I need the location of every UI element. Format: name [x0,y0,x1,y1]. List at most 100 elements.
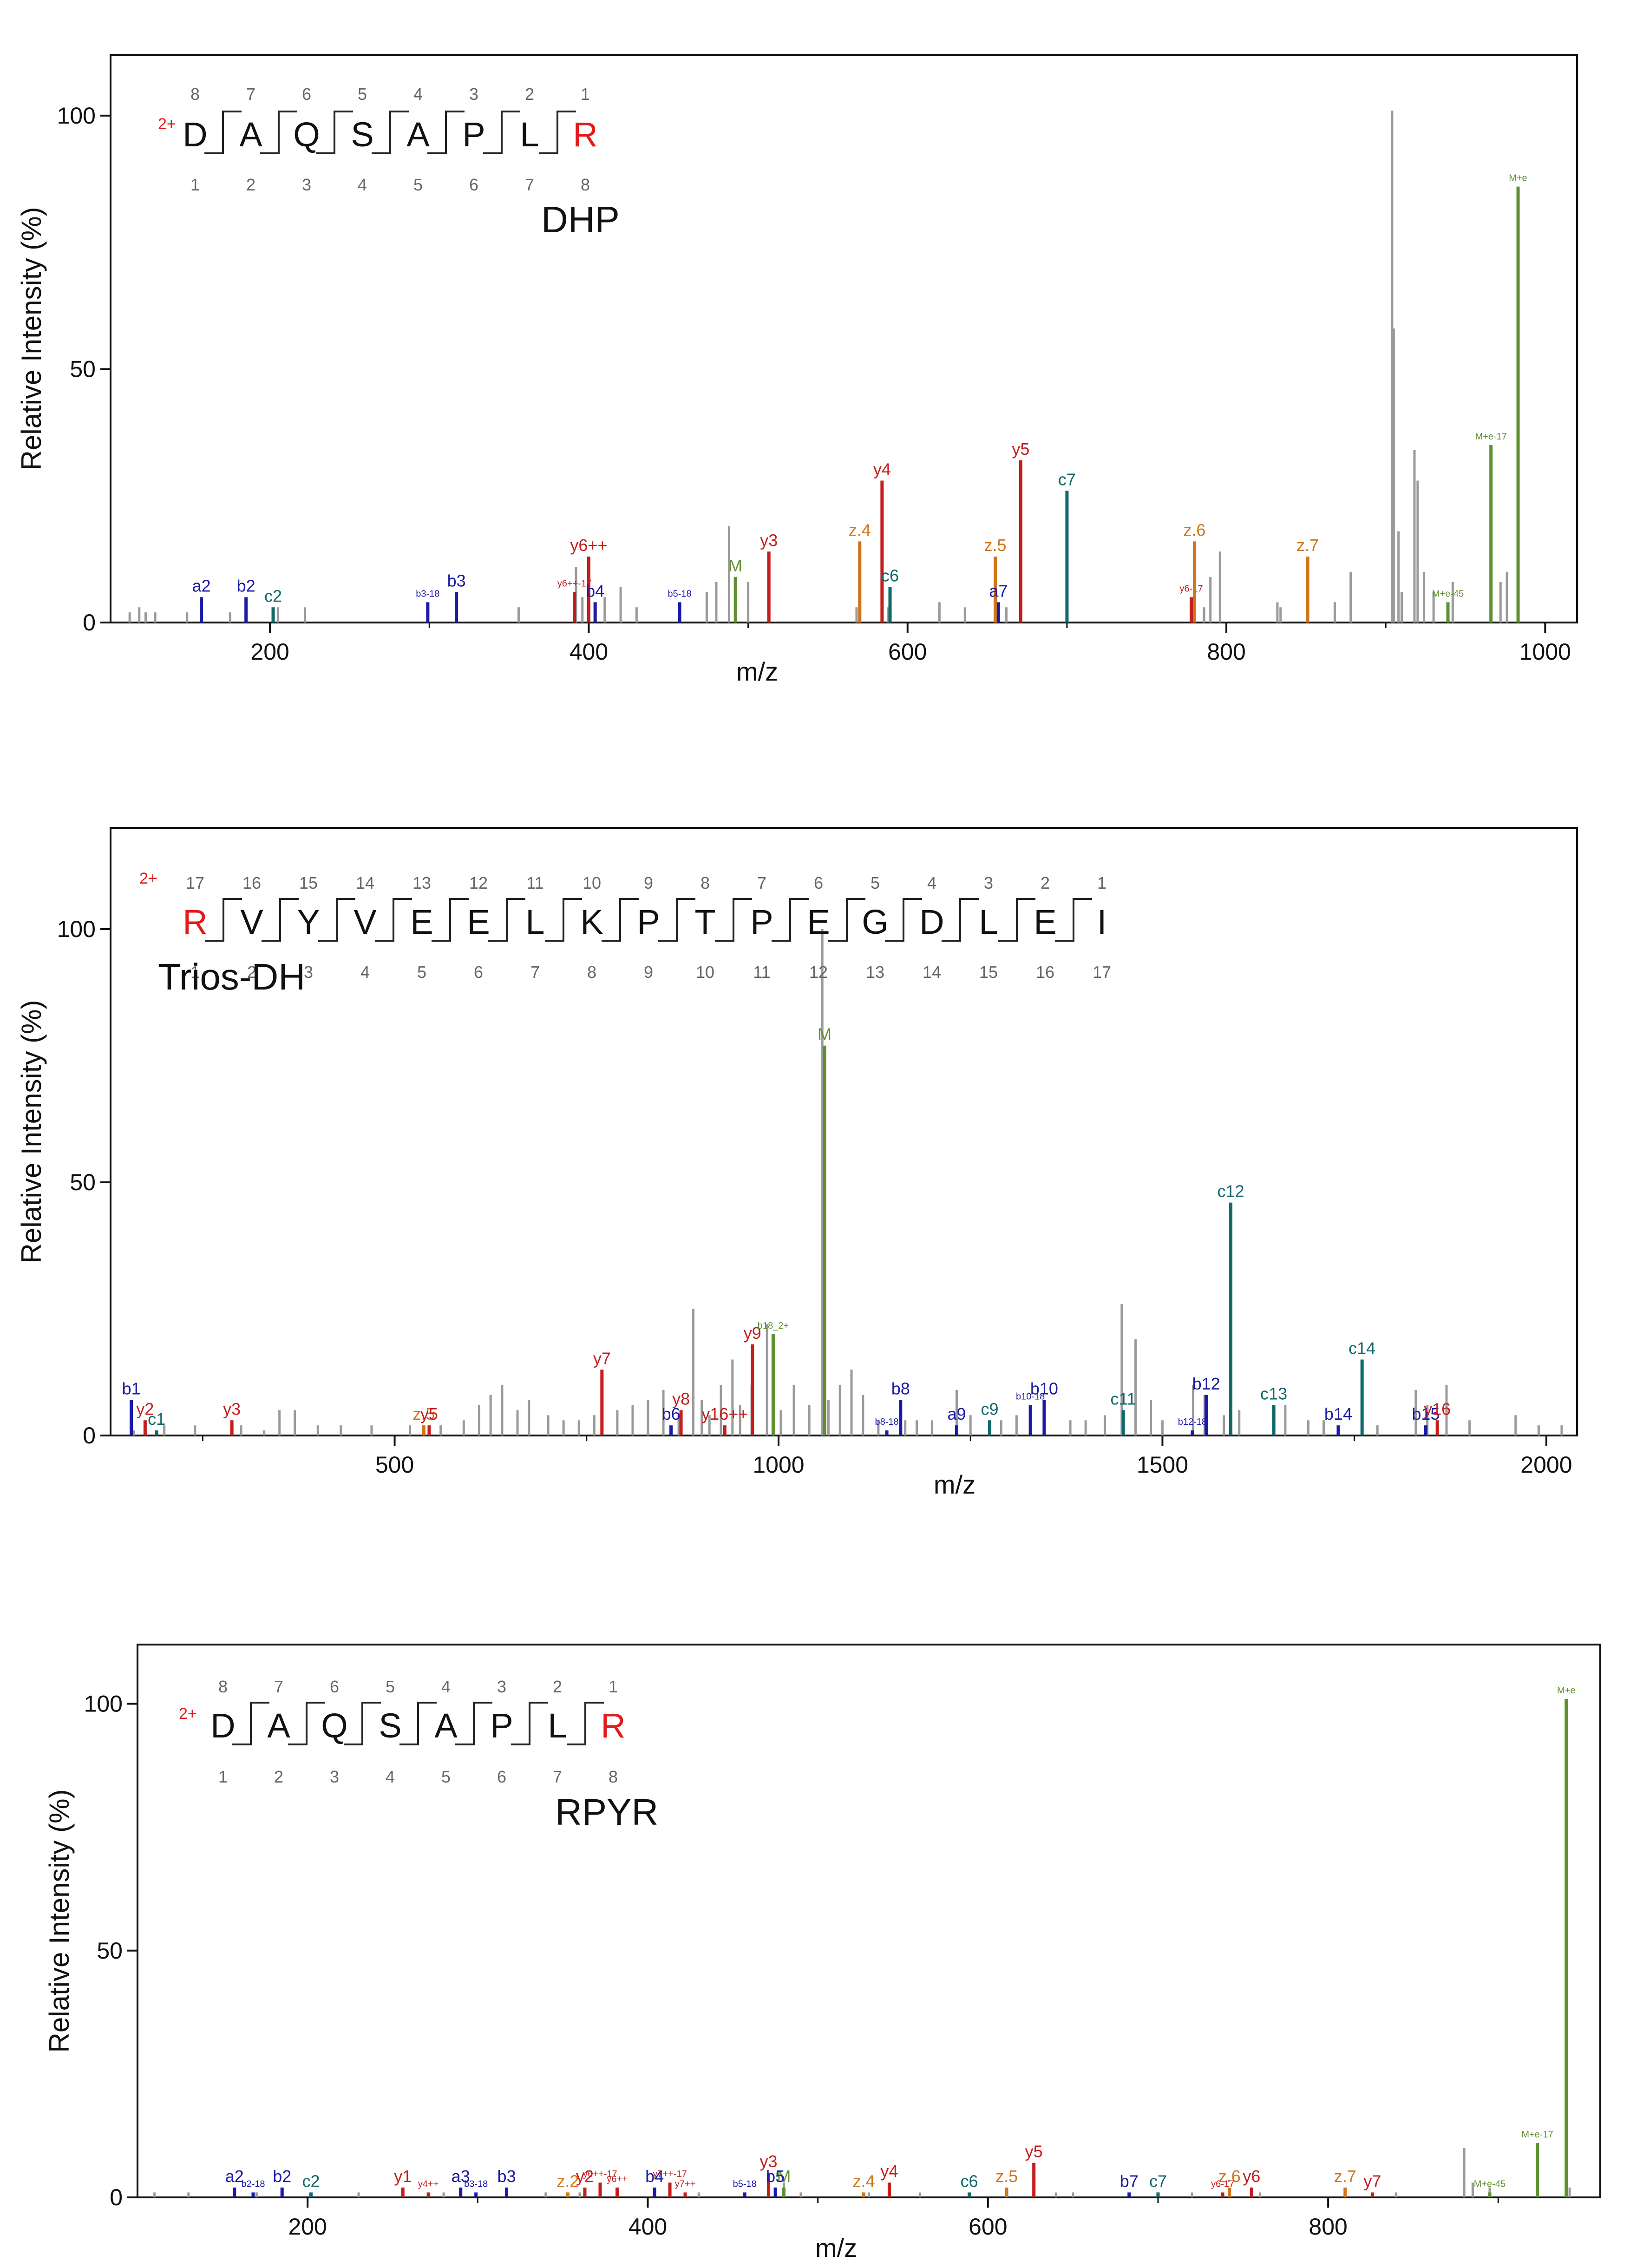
y-ion-number: 11 [526,873,543,892]
peak-label: M+e-17 [1475,432,1507,442]
peak-label: b14 [1324,1404,1352,1423]
residue: D [183,115,207,154]
fragment-bracket [567,1702,604,1745]
y-tick-label: 0 [110,2184,123,2210]
peak-label: b6 [662,1404,681,1423]
y-ion-number: 8 [218,1677,228,1696]
peak-label: c7 [1149,2171,1167,2190]
x-tick-label: 500 [375,1452,414,1478]
residue: L [520,115,539,154]
fragment-bracket [545,898,582,942]
x-tick-label: 1000 [753,1452,804,1478]
fragment-bracket [316,111,353,154]
residue: D [919,903,944,941]
peak-label: M+e [1509,173,1527,184]
residue: T [694,903,715,941]
residue: P [750,903,773,941]
b-ion-number: 5 [413,175,423,194]
residue: L [979,903,998,941]
peak-label: y6 [1243,2167,1260,2186]
b-ion-number: 8 [609,1767,618,1786]
peak-label: c6 [881,566,899,585]
peak-label: b18_2+ [758,1321,789,1331]
chart-title: DHP [541,199,620,240]
y-ion-number: 1 [1097,873,1106,892]
peak-label: a9 [947,1404,966,1423]
x-tick-label: 1000 [1519,639,1571,665]
peak-label: y8 [672,1390,690,1409]
y-ion-number: 9 [644,873,653,892]
residue: R [183,903,207,941]
b-ion-number: 6 [469,175,478,194]
peak-label: c1 [148,1409,165,1429]
peak-label: b8 [891,1379,910,1398]
peak-label: a3 [452,2167,470,2186]
panel-h: 500 1000 1500 2000 0 50 100 m/z Relative Intensi… [16,827,1578,1499]
residue: Q [293,115,320,154]
y-ion-number: 5 [871,873,880,892]
peak-label: z.5 [412,1404,435,1423]
peak-label: y4++ [418,2179,439,2189]
peak-label: y5 [1012,439,1029,459]
peak-label: b3 [447,571,466,590]
plot-frame [137,1644,1601,2198]
peak-label: M+e-17 [1521,2130,1553,2140]
peak-label: b12-18 [1178,1417,1207,1427]
peak-label: z.7 [1334,2167,1356,2186]
y-ion-number: 2 [1041,873,1050,892]
peak-label: c2 [264,586,282,605]
b-ion-number: 13 [866,963,884,982]
peak-label: y6++-17 [583,2169,617,2179]
y-ion-number: 6 [814,873,823,892]
fragment-bracket [399,1702,437,1745]
residue: E [410,903,433,941]
fragment-bracket [204,111,242,154]
peak-label: a2 [192,576,211,595]
peak-label: M [818,1025,831,1044]
peak-label: b5 [766,2167,785,2186]
b-ion-number: 16 [1036,963,1054,982]
fragment-bracket [998,898,1035,942]
b-ion-number: 2 [247,963,256,982]
fragment-bracket [205,898,242,942]
peak-label: y2 [136,1399,154,1418]
fragment-bracket [539,111,576,154]
fragment-bracket [715,898,752,942]
peak-label: y9 [744,1324,761,1343]
peak-label: b5-18 [668,589,691,599]
peak-label: a2 [225,2167,244,2186]
peak-label: y6++ [607,2174,627,2184]
x-tick-label: 2000 [1520,1452,1572,1478]
residue: A [434,1706,458,1745]
peak-label: y6-17 [1211,2179,1234,2189]
fragment-bracket [483,111,520,154]
peak-label: b2 [237,576,255,595]
y-ion-number: 5 [386,1677,395,1696]
peak-label: b10-18 [1016,1392,1045,1402]
peak-label: b4 [586,581,604,600]
b-ion-number: 2 [246,175,255,194]
residue: S [379,1706,401,1745]
peak-label: z.4 [852,2171,875,2190]
b-ion-number: 17 [1093,963,1111,982]
peak-label: b12 [1192,1374,1220,1393]
y-ion-number: 14 [356,873,374,892]
y-tick-label: 100 [84,1691,123,1717]
peak-label: a7 [989,581,1008,600]
fragment-bracket [288,1702,325,1745]
peak-label: y4 [880,2162,898,2181]
b-ion-number: 4 [386,1767,395,1786]
peak-label: c13 [1260,1384,1287,1403]
peak-label: y16 [1424,1399,1451,1418]
fragment-bracket [372,111,409,154]
b-ion-number: 10 [696,963,714,982]
x-tick-label: 200 [250,639,289,665]
plot-frame [110,54,1578,623]
panel-g: 200 400 600 800 1000 0 50 100 m/z Relative Intens… [16,54,1578,686]
peak-label: b3 [498,2167,516,2186]
peak-label: M+e [1557,1685,1575,1696]
charge-state: 2+ [139,870,157,887]
x-tick-label: 400 [570,639,608,665]
fragment-bracket [885,898,922,942]
residue: S [351,115,373,154]
